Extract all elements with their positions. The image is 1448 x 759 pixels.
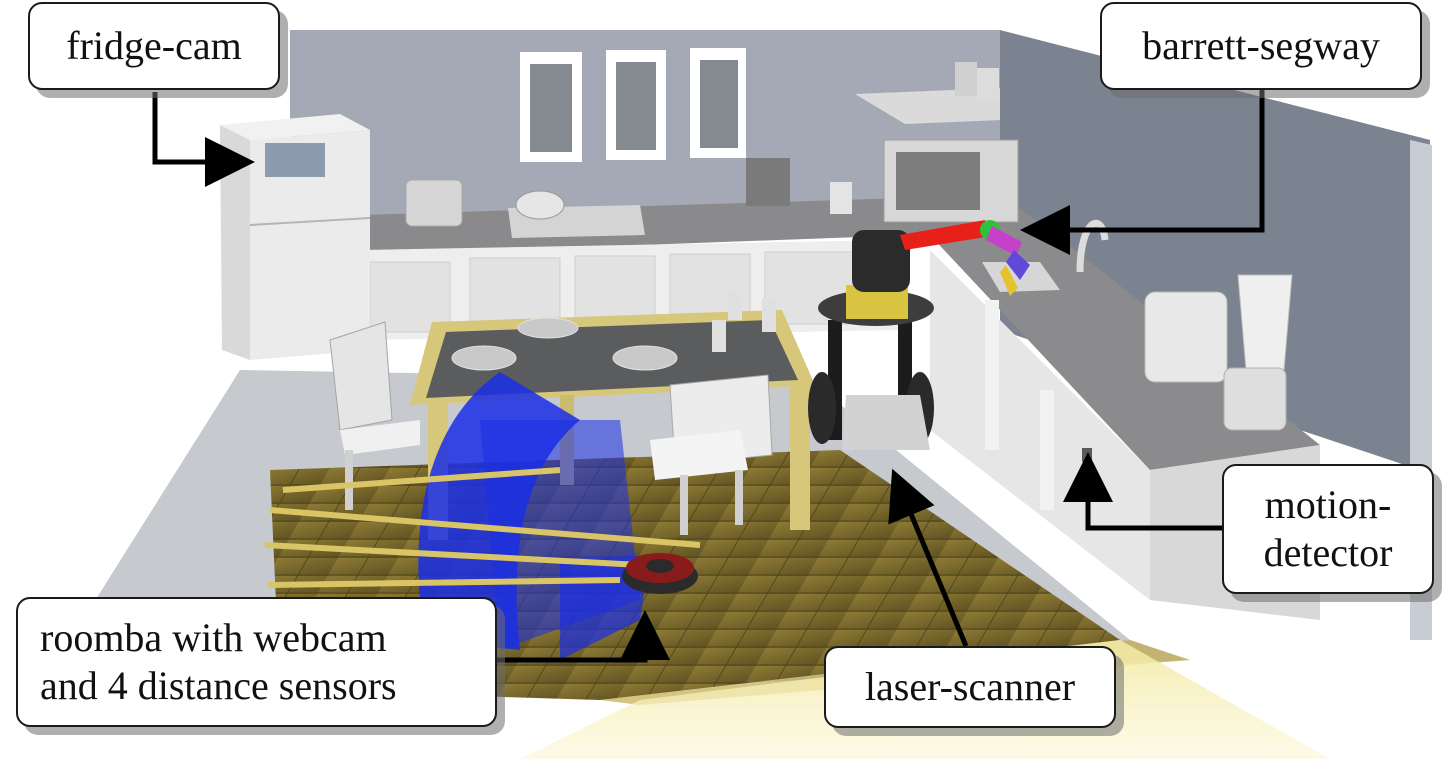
fridge-cam-connector bbox=[152, 92, 255, 187]
roomba-connector bbox=[497, 610, 670, 663]
laser-scanner-connector bbox=[888, 468, 969, 647]
roomba-label-line-1: roomba with webcam bbox=[40, 615, 387, 660]
fridge-camera-display bbox=[265, 143, 325, 177]
barrett-segway-connector bbox=[1020, 90, 1265, 255]
right-counter bbox=[930, 219, 1320, 620]
barrett-segway-label-text: barrett-segway bbox=[1142, 23, 1380, 68]
fridge-cam-label-text: fridge-cam bbox=[66, 23, 242, 68]
back-wall bbox=[290, 30, 1052, 250]
motion-detector-connector bbox=[1063, 452, 1222, 531]
motion-detector-label-line-2: detector bbox=[1263, 530, 1393, 575]
barrett-segway-label: barrett-segway bbox=[1100, 2, 1422, 90]
roomba-robot bbox=[622, 553, 698, 594]
laser-scanner-label-text: laser-scanner bbox=[864, 664, 1076, 709]
chairs bbox=[329, 321, 773, 535]
barrett-segway-robot bbox=[808, 220, 1030, 450]
motion-detector-device bbox=[1082, 448, 1092, 462]
callout-connectors bbox=[152, 90, 1265, 663]
roomba-label-line-2: and 4 distance sensors bbox=[40, 663, 397, 708]
laser-scanner-label: laser-scanner bbox=[824, 646, 1116, 728]
motion-detector-label: motion- detector bbox=[1222, 464, 1434, 594]
roomba-label: roomba with webcam and 4 distance sensor… bbox=[16, 597, 497, 727]
fridge-cam-label: fridge-cam bbox=[28, 2, 280, 90]
fridge bbox=[220, 114, 371, 360]
motion-detector-label-line-1: motion- bbox=[1264, 482, 1392, 527]
